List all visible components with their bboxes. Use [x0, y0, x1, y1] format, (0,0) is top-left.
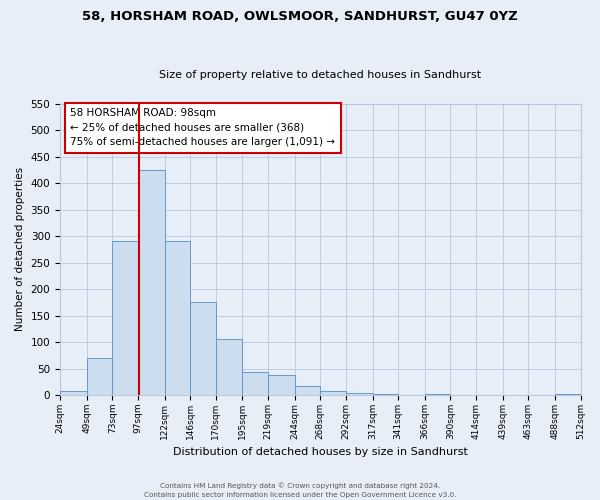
- Text: 58 HORSHAM ROAD: 98sqm
← 25% of detached houses are smaller (368)
75% of semi-de: 58 HORSHAM ROAD: 98sqm ← 25% of detached…: [70, 108, 335, 148]
- Text: Contains HM Land Registry data © Crown copyright and database right 2024.: Contains HM Land Registry data © Crown c…: [160, 482, 440, 489]
- Bar: [425, 394, 451, 395]
- Bar: [320, 391, 346, 395]
- Bar: [164, 242, 190, 395]
- Bar: [373, 394, 398, 395]
- Bar: [346, 392, 373, 395]
- Bar: [86, 358, 112, 395]
- Bar: [190, 302, 216, 395]
- Bar: [216, 340, 242, 395]
- Title: Size of property relative to detached houses in Sandhurst: Size of property relative to detached ho…: [159, 70, 481, 81]
- Bar: [295, 386, 320, 395]
- Bar: [60, 391, 86, 395]
- Bar: [138, 170, 164, 395]
- Bar: [555, 394, 581, 395]
- Bar: [112, 242, 138, 395]
- X-axis label: Distribution of detached houses by size in Sandhurst: Distribution of detached houses by size …: [173, 448, 468, 458]
- Text: 58, HORSHAM ROAD, OWLSMOOR, SANDHURST, GU47 0YZ: 58, HORSHAM ROAD, OWLSMOOR, SANDHURST, G…: [82, 10, 518, 23]
- Bar: [268, 375, 295, 395]
- Text: Contains public sector information licensed under the Open Government Licence v3: Contains public sector information licen…: [144, 492, 456, 498]
- Bar: [242, 372, 268, 395]
- Y-axis label: Number of detached properties: Number of detached properties: [15, 168, 25, 332]
